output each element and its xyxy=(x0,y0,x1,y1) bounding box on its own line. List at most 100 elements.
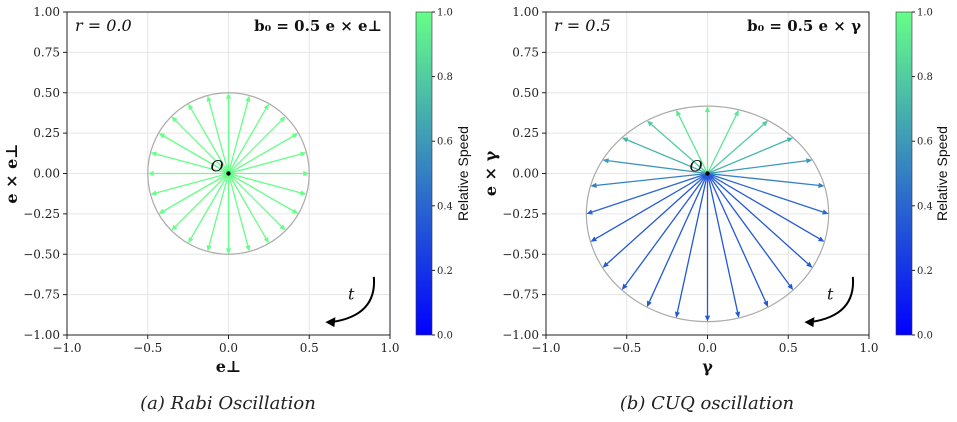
colorbar-ticks-b: 0.0 0.2 0.4 0.6 0.8 1.0 xyxy=(912,8,933,342)
vector-arrow xyxy=(590,172,708,242)
caption-a: (a) Rabi Oscillation xyxy=(140,393,316,414)
r-annotation-a: r = 0.0 xyxy=(75,16,132,35)
vector-arrow xyxy=(707,172,829,215)
vector-arrow xyxy=(602,173,708,268)
ticks-a: −1.0 −0.5 0.0 0.5 1.0 1.00 0.75 0.50 0.25 0.00 −0.… xyxy=(23,5,399,355)
y-tick-label: 0.75 xyxy=(512,45,539,59)
y-tick-label: −0.75 xyxy=(23,288,60,302)
vector-arrow xyxy=(206,95,230,174)
y-axis-label-a: e × e⊥ xyxy=(2,143,21,203)
vector-arrow xyxy=(602,158,708,175)
y-tick-label: 0.50 xyxy=(512,86,539,100)
vector-arrow xyxy=(227,95,251,174)
vector-arrow xyxy=(586,172,708,215)
vector-arrow xyxy=(171,173,229,231)
vector-arrow xyxy=(206,173,230,252)
vector-arrow xyxy=(227,173,251,252)
b0-annotation-b: b₀ = 0.5 e × γ xyxy=(747,17,861,35)
ticks-b: −1.0 −0.5 0.0 0.5 1.0 1.00 0.75 0.50 0.25 0.00 −0.… xyxy=(502,5,878,355)
vector-arrow xyxy=(706,173,794,291)
y-tick-label: −0.50 xyxy=(23,247,60,261)
vector-arrow xyxy=(646,120,708,174)
vector-arrow xyxy=(621,173,709,291)
time-arrow-b xyxy=(804,276,854,328)
vector-marks-b xyxy=(585,105,830,323)
vector-arrow xyxy=(228,151,307,175)
colorbar-tick-label: 0.6 xyxy=(437,137,453,148)
r-annotation-b: r = 0.5 xyxy=(554,16,611,35)
vector-arrow xyxy=(228,172,299,214)
vector-arrow xyxy=(707,172,825,242)
vector-arrow xyxy=(646,173,709,308)
y-tick-label: 0.50 xyxy=(33,86,60,100)
vector-arrow xyxy=(621,137,708,175)
vector-arrow xyxy=(150,172,229,196)
colorbar-tick-label: 0.2 xyxy=(437,266,453,277)
vector-arrow xyxy=(707,137,794,175)
x-tick-label: −0.5 xyxy=(612,341,641,355)
y-tick-label: 1.00 xyxy=(33,5,60,19)
y-tick-label: −1.00 xyxy=(23,328,60,342)
x-tick-label: −0.5 xyxy=(133,341,162,355)
time-label-a: t xyxy=(348,284,355,303)
y-tick-label: 0.25 xyxy=(33,126,60,140)
vector-arrow xyxy=(150,151,229,175)
vector-arrow xyxy=(707,120,769,174)
x-tick-label: 0.5 xyxy=(779,341,798,355)
colorbar-tick-label: 0.8 xyxy=(917,72,933,83)
y-tick-label: 0.75 xyxy=(33,45,60,59)
colorbar-tick-label: 0.2 xyxy=(917,266,933,277)
colorbar-tick-label: 1.0 xyxy=(437,8,453,19)
vector-arrow xyxy=(228,172,307,196)
origin-point xyxy=(226,171,231,176)
colorbar-tick-label: 0.4 xyxy=(917,201,933,212)
time-label-b: t xyxy=(827,284,834,303)
y-tick-label: −0.25 xyxy=(23,207,60,221)
x-tick-label: 1.0 xyxy=(380,341,399,355)
vector-arrow xyxy=(707,158,813,175)
x-tick-label: 0.0 xyxy=(219,341,238,355)
vector-arrow xyxy=(188,173,230,244)
vector-arrow xyxy=(707,173,813,268)
vector-arrow xyxy=(704,173,711,322)
x-tick-label: −1.0 xyxy=(531,341,560,355)
y-tick-label: 1.00 xyxy=(512,5,539,19)
colorbar-tick-label: 0.0 xyxy=(437,331,453,342)
vector-arrow xyxy=(225,92,232,174)
x-axis-label-b: γ xyxy=(702,357,713,376)
y-axis-label-b: e × γ xyxy=(481,150,500,196)
vector-arrow xyxy=(228,170,310,177)
time-arrow-a xyxy=(325,276,375,328)
x-tick-label: −1.0 xyxy=(52,341,81,355)
vector-arrow xyxy=(147,170,229,177)
vector-arrow xyxy=(171,116,229,174)
vector-marks-a xyxy=(147,92,310,255)
x-tick-label: 0.5 xyxy=(300,341,319,355)
vector-arrow xyxy=(227,103,269,174)
vector-arrow xyxy=(228,173,286,231)
vector-arrow xyxy=(706,173,741,318)
colorbar-tick-label: 0.6 xyxy=(917,137,933,148)
vector-arrow xyxy=(707,172,825,188)
colorbar-tick-label: 0.4 xyxy=(437,201,453,212)
colorbar-tick-label: 0.0 xyxy=(917,331,933,342)
vector-arrow xyxy=(225,173,232,255)
caption-b: (b) CUQ oscillation xyxy=(620,393,794,414)
colorbar-tick-label: 1.0 xyxy=(917,8,933,19)
vector-arrow xyxy=(706,173,769,308)
colorbar-label-a: Relative Speed xyxy=(455,126,471,221)
colorbar-b xyxy=(895,11,913,336)
vector-arrow xyxy=(674,173,709,318)
colorbar-ticks-a: 0.0 0.2 0.4 0.6 0.8 1.0 xyxy=(432,8,453,342)
origin-point xyxy=(705,171,710,176)
origin-label-b: O xyxy=(690,157,703,176)
colorbar-label-b: Relative Speed xyxy=(934,126,950,221)
origin-label-a: O xyxy=(211,157,224,176)
x-tick-label: 1.0 xyxy=(859,341,878,355)
vector-arrow xyxy=(590,172,708,188)
x-tick-label: 0.0 xyxy=(698,341,717,355)
y-tick-label: −0.50 xyxy=(502,247,539,261)
b0-annotation-a: b₀ = 0.5 e × e⊥ xyxy=(254,17,382,35)
vector-arrow xyxy=(227,173,269,244)
